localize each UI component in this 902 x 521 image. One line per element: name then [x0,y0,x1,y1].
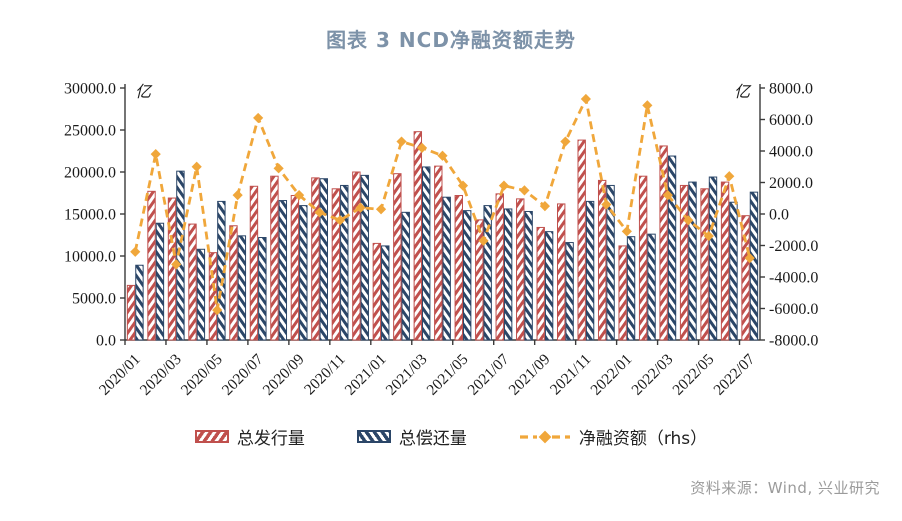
svg-text:2021/03: 2021/03 [383,351,431,399]
svg-text:2021/01: 2021/01 [342,351,390,399]
source-note: 资料来源：Wind, 兴业研究 [690,479,880,497]
svg-text:30000.0: 30000.0 [64,81,116,98]
chart-legend: 总发行量 总偿还量 净融资额（rhs） [0,424,902,449]
legend-item-issuance: 总发行量 [194,424,305,449]
y-axis-right-labels: 8000.0 6000.0 4000.0 2000.0 0.0 -2000.0 -4000.… [760,81,818,350]
svg-text:2022/05: 2022/05 [669,351,717,399]
svg-text:2021/11: 2021/11 [547,351,595,399]
repayment-bar-swatch-icon [356,430,391,443]
svg-text:-6000.0: -6000.0 [769,301,818,318]
svg-text:0.0: 0.0 [96,333,116,350]
net-dashed-line-swatch-icon [519,430,570,443]
axis-unit-labels: 亿亿 [135,83,752,101]
svg-text:25000.0: 25000.0 [64,123,116,140]
svg-text:2022/01: 2022/01 [587,351,635,399]
svg-text:2000.0: 2000.0 [769,175,813,192]
svg-text:15000.0: 15000.0 [64,207,116,224]
svg-text:2020/05: 2020/05 [178,351,226,399]
y-axis-left-labels: 30000.0 25000.0 20000.0 15000.0 10000.0 5000.… [64,81,125,350]
svg-text:亿: 亿 [135,83,153,101]
svg-text:-2000.0: -2000.0 [769,238,818,255]
svg-text:2020/11: 2020/11 [301,351,349,399]
chart-plot-area: 30000.0 25000.0 20000.0 15000.0 10000.0 5000.… [64,81,818,399]
svg-text:2021/09: 2021/09 [506,351,554,399]
legend-item-net: 净融资额（rhs） [519,424,707,449]
issuance-bar-swatch-icon [194,430,229,443]
svg-text:6000.0: 6000.0 [769,112,813,129]
legend-label-repayment: 总偿还量 [398,429,467,449]
chart-title: 图表 3 NCD净融资额走势 [326,28,576,52]
svg-text:4000.0: 4000.0 [769,144,813,161]
svg-text:2022/07: 2022/07 [710,351,758,399]
svg-text:2022/03: 2022/03 [628,351,676,399]
svg-text:2020/09: 2020/09 [260,351,308,399]
bars-repayment [135,155,759,341]
svg-text:8000.0: 8000.0 [769,81,813,98]
svg-text:亿: 亿 [734,83,752,101]
svg-text:2021/07: 2021/07 [465,351,513,399]
x-axis-labels: 2020/012020/032020/052020/072020/092020/… [96,340,759,399]
legend-item-repayment: 总偿还量 [356,424,467,449]
svg-text:2020/01: 2020/01 [96,351,144,399]
legend-label-net: 净融资额（rhs） [578,429,708,449]
svg-text:0.0: 0.0 [769,207,789,224]
svg-text:2021/05: 2021/05 [424,351,472,399]
svg-text:2020/07: 2020/07 [219,351,267,399]
svg-text:-8000.0: -8000.0 [769,333,818,350]
svg-text:10000.0: 10000.0 [64,249,116,266]
legend-label-issuance: 总发行量 [236,429,305,449]
bars-issuance [126,131,750,341]
svg-text:20000.0: 20000.0 [64,165,116,182]
svg-text:5000.0: 5000.0 [72,291,116,308]
svg-text:-4000.0: -4000.0 [769,270,818,287]
svg-text:2020/03: 2020/03 [137,351,185,399]
